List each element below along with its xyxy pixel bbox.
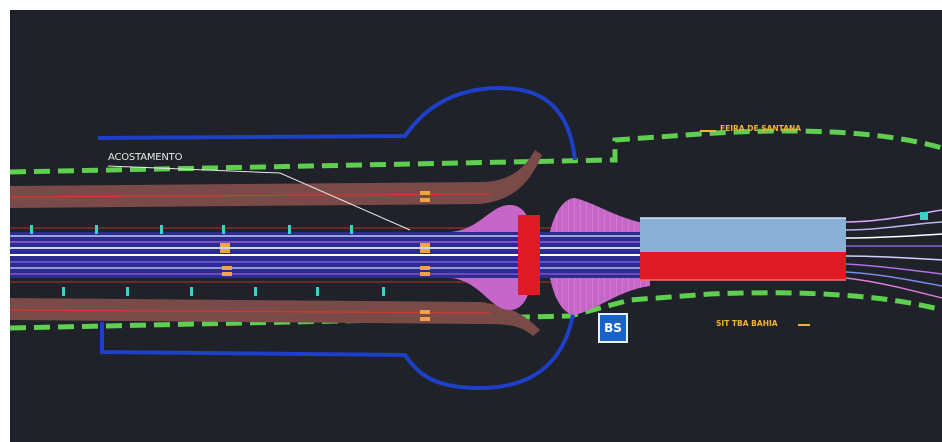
cad-drawing-canvas[interactable]: ACOSTAMENTO FEIRA DE SANTANA SIT TBA BAH… [10, 10, 942, 442]
bridge-pier-red [518, 215, 540, 295]
label-feira-de-santana: FEIRA DE SANTANA [720, 124, 802, 133]
upper-ramp-road [10, 150, 542, 208]
label-acostamento: ACOSTAMENTO [108, 152, 183, 163]
right-side-lanes [845, 209, 942, 299]
acostamento-leader-line [107, 165, 411, 231]
bridge-deck-lower [640, 252, 846, 280]
right-of-way-boundary [10, 128, 942, 331]
road-plan-drawing [10, 85, 942, 391]
main-carriageway [10, 227, 650, 283]
ramp-centerline [10, 309, 491, 314]
label-bahia: SIT TBA BAHIA [716, 319, 778, 328]
ramp-centerline [10, 193, 491, 198]
road-sign-icon: BS [598, 313, 628, 343]
slope-hatch-shapes [450, 198, 650, 315]
interchange-loop-outline [97, 85, 577, 391]
lane-marker [920, 212, 928, 220]
bridge-deck-upper [640, 218, 846, 252]
median-markers [30, 225, 385, 296]
lower-ramp-road [10, 298, 540, 336]
road-sign-text: BS [604, 321, 622, 335]
